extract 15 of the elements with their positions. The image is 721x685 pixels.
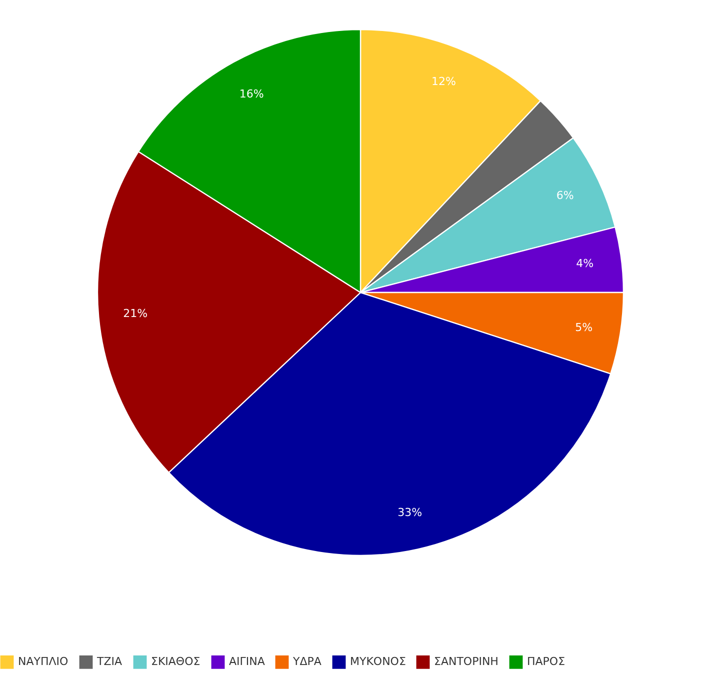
data-label: 5% <box>575 320 593 334</box>
legend-label: ΣΑΝΤΟΡΙΝΗ <box>434 655 498 668</box>
data-label: 33% <box>398 506 422 520</box>
data-label: 21% <box>123 306 148 320</box>
legend-label: ΥΔΡΑ <box>292 655 322 668</box>
legend-label: ΑΙΓΙΝΑ <box>229 655 266 668</box>
legend-label: ΤΖΙΑ <box>96 655 122 668</box>
legend-label: ΜΥΚΟΝΟΣ <box>350 655 406 668</box>
data-label: 16% <box>239 87 264 100</box>
data-label: 6% <box>556 189 574 202</box>
data-label: 12% <box>432 75 456 88</box>
legend-label: ΠΑΡΟΣ <box>527 655 566 668</box>
legend-label: ΣΚΙΑΘΟΣ <box>151 655 200 668</box>
data-label: 4% <box>576 257 594 270</box>
legend-label: ΝΑΥΠΛΙΟ <box>18 655 69 668</box>
